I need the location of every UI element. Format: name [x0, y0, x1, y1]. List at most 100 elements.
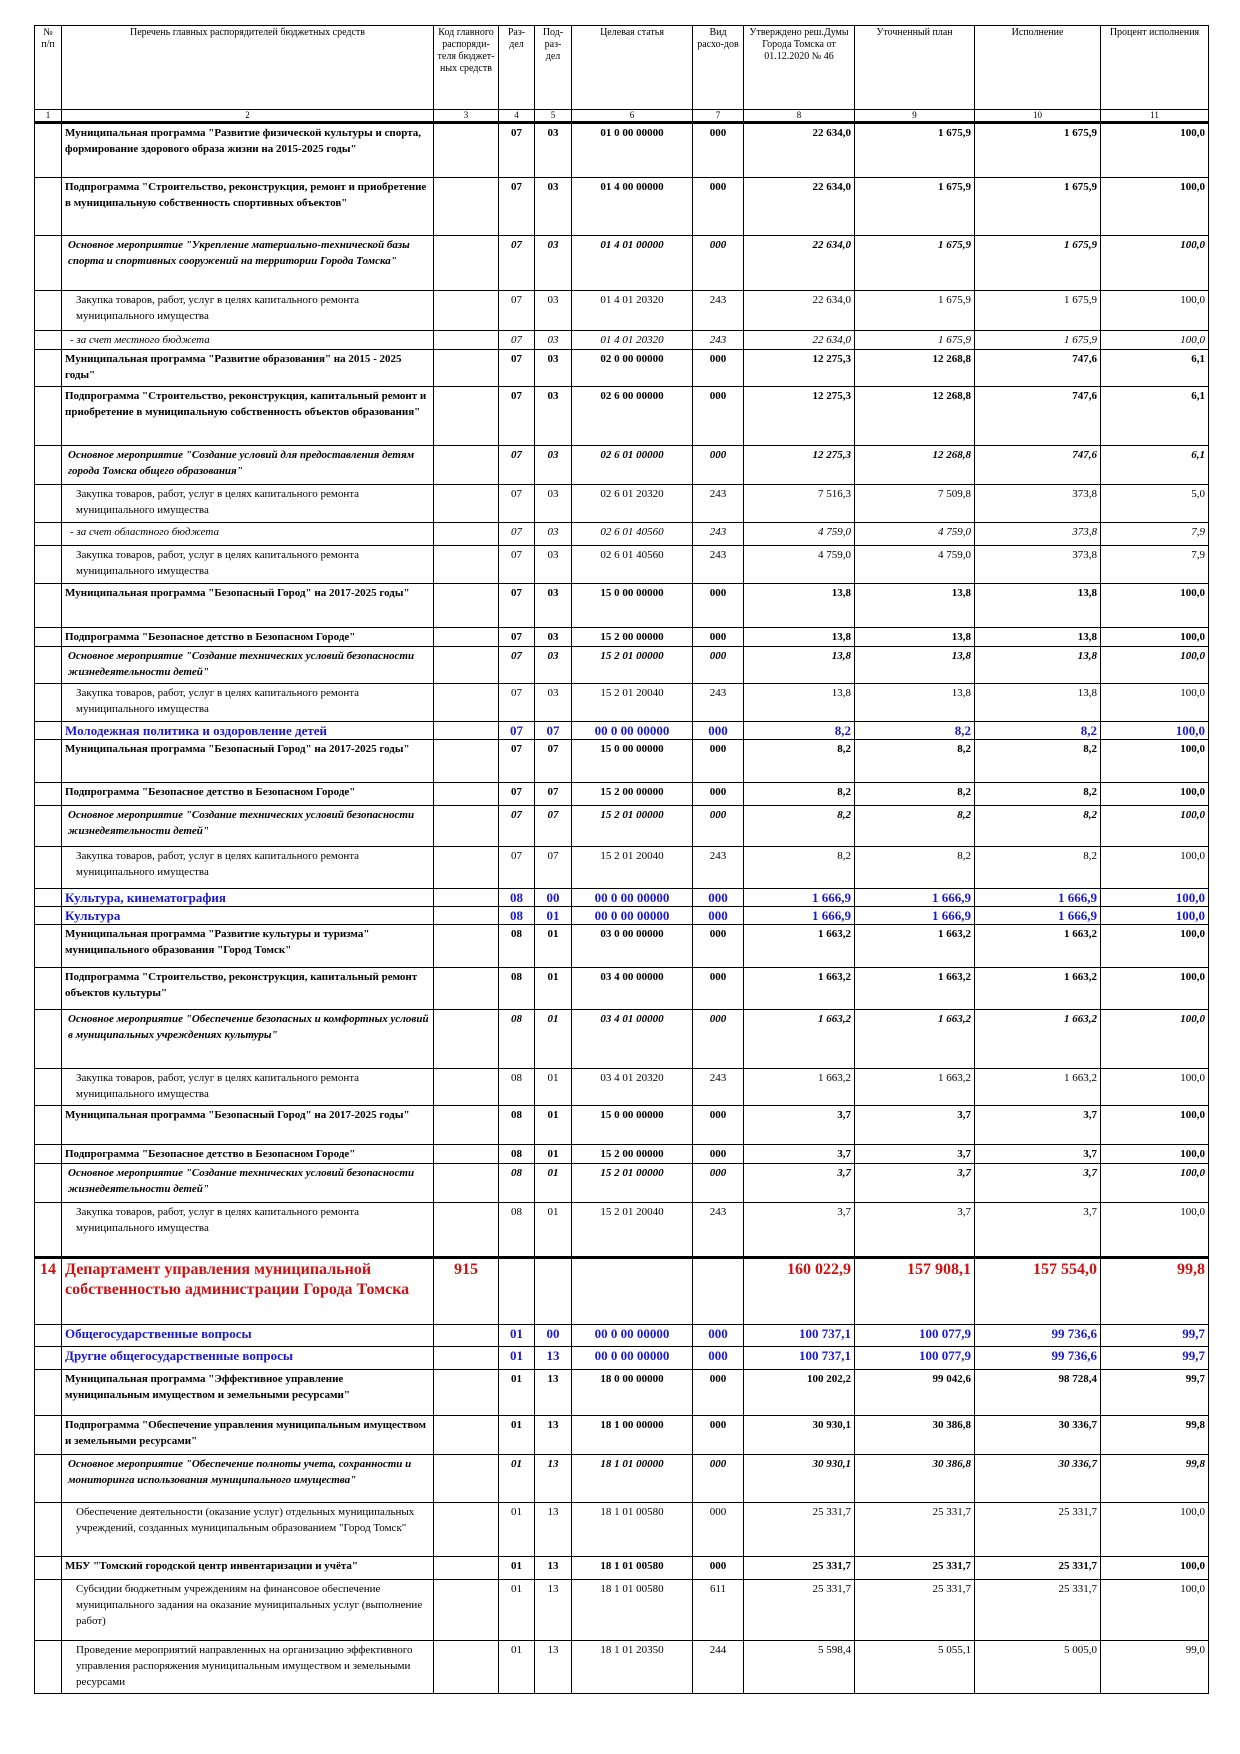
table-cell: 3,7: [743, 1105, 855, 1146]
table-cell: 14: [34, 1256, 62, 1326]
table-cell: [34, 1414, 62, 1455]
table-cell: Культура: [61, 906, 434, 926]
table-cell: [34, 888, 62, 908]
table-cell: 243: [692, 483, 744, 523]
table-cell: 99,8: [1100, 1453, 1209, 1503]
table-cell: 07: [498, 804, 535, 847]
table-row: Закупка товаров, работ, услуг в целях ка…: [34, 483, 1209, 523]
column-number: 7: [692, 109, 744, 124]
table-cell: Культура, кинематография: [61, 888, 434, 908]
table-row: Закупка товаров, работ, услуг в целях ка…: [34, 545, 1209, 585]
table-cell: 07: [498, 289, 535, 331]
table-cell: 01: [534, 1163, 572, 1204]
header-row: № п/п Перечень главных распорядителей бюд…: [34, 25, 1209, 110]
table-cell: Подпрограмма "Строительство, реконструкц…: [61, 385, 434, 446]
table-row: Основное мероприятие "Создание условий д…: [34, 444, 1209, 485]
table-cell: 3,7: [974, 1144, 1101, 1165]
table-cell: 1 663,2: [854, 966, 975, 1011]
table-cell: 6,1: [1100, 444, 1209, 485]
table-cell: 13: [534, 1346, 572, 1370]
table-cell: 8,2: [743, 845, 855, 890]
table-cell: 22 634,0: [743, 289, 855, 331]
table-cell: 100,0: [1100, 845, 1209, 890]
table-cell: Муниципальная программа "Развитие культу…: [61, 924, 434, 968]
table-cell: 000: [692, 1453, 744, 1503]
table-cell: [433, 924, 499, 968]
table-cell: [34, 720, 62, 740]
table-cell: 5,0: [1100, 483, 1209, 523]
table-cell: 25 331,7: [854, 1578, 975, 1642]
table-cell: 07: [498, 782, 535, 806]
table-cell: 000: [692, 385, 744, 446]
table-cell: [34, 483, 62, 523]
table-cell: [433, 1368, 499, 1416]
table-cell: 01: [534, 924, 572, 968]
table-cell: 25 331,7: [974, 1501, 1101, 1558]
table-cell: 01: [534, 906, 572, 926]
table-row: Основное мероприятие "Укрепление материа…: [34, 234, 1209, 291]
table-cell: [433, 329, 499, 350]
table-cell: 1 663,2: [854, 924, 975, 968]
table-cell: 30 386,8: [854, 1414, 975, 1455]
table-cell: 243: [692, 545, 744, 585]
table-cell: 000: [692, 720, 744, 740]
table-cell: [34, 966, 62, 1011]
table-row: Муниципальная программа "Развитие культу…: [34, 924, 1209, 968]
table-cell: 18 1 01 20350: [571, 1640, 693, 1694]
table-cell: Муниципальная программа "Безопасный Горо…: [61, 1105, 434, 1146]
table-cell: [433, 804, 499, 847]
column-header: Под-раз-дел: [534, 25, 572, 110]
table-cell: 07: [498, 682, 535, 722]
table-cell: 373,8: [974, 521, 1101, 547]
table-cell: 03: [534, 682, 572, 722]
table-cell: [433, 122, 499, 178]
table-cell: 100 737,1: [743, 1324, 855, 1348]
table-cell: 1 663,2: [743, 924, 855, 968]
table-row: Проведение мероприятий направленных на о…: [34, 1640, 1209, 1694]
table-cell: 03: [534, 583, 572, 628]
table-cell: [433, 906, 499, 926]
table-cell: 03: [534, 234, 572, 291]
table-cell: 7 516,3: [743, 483, 855, 523]
table-cell: 12 275,3: [743, 444, 855, 485]
table-cell: 8,2: [743, 782, 855, 806]
table-cell: 15 2 01 20040: [571, 1202, 693, 1259]
table-cell: 01: [534, 1009, 572, 1070]
table-cell: [433, 234, 499, 291]
table-cell: 03: [534, 289, 572, 331]
table-cell: [34, 521, 62, 547]
table-cell: 373,8: [974, 483, 1101, 523]
table-cell: [433, 583, 499, 628]
table-row: Подпрограмма "Строительство, реконструкц…: [34, 385, 1209, 446]
table-cell: 15 2 00 00000: [571, 626, 693, 647]
table-cell: 03 0 00 00000: [571, 924, 693, 968]
table-row: Основное мероприятие "Создание техническ…: [34, 645, 1209, 684]
table-cell: 02 0 00 00000: [571, 348, 693, 387]
table-cell: [34, 1501, 62, 1558]
column-number: 6: [571, 109, 693, 124]
table-cell: [34, 1068, 62, 1107]
table-row: МБУ "Томский городской центр инвентариза…: [34, 1556, 1209, 1580]
table-cell: Другие общегосударственные вопросы: [61, 1346, 434, 1370]
table-cell: 6,1: [1100, 385, 1209, 446]
table-cell: 99,8: [1100, 1256, 1209, 1326]
table-cell: 243: [692, 682, 744, 722]
table-cell: [571, 1256, 693, 1326]
table-cell: 08: [498, 906, 535, 926]
column-number: 4: [498, 109, 535, 124]
table-cell: [433, 444, 499, 485]
table-cell: 99,0: [1100, 1640, 1209, 1694]
table-cell: 03: [534, 385, 572, 446]
table-cell: 13,8: [854, 626, 975, 647]
table-cell: [433, 1068, 499, 1107]
column-header: Код главного распоряди-теля бюджет-ных с…: [433, 25, 499, 110]
table-cell: 1 663,2: [743, 966, 855, 1011]
table-cell: 1 663,2: [974, 1009, 1101, 1070]
table-cell: 000: [692, 906, 744, 926]
table-cell: [34, 545, 62, 585]
table-cell: [433, 545, 499, 585]
table-cell: [433, 1202, 499, 1259]
table-cell: 8,2: [743, 738, 855, 784]
table-cell: 100,0: [1100, 1144, 1209, 1165]
column-header: Вид расхо-дов: [692, 25, 744, 110]
